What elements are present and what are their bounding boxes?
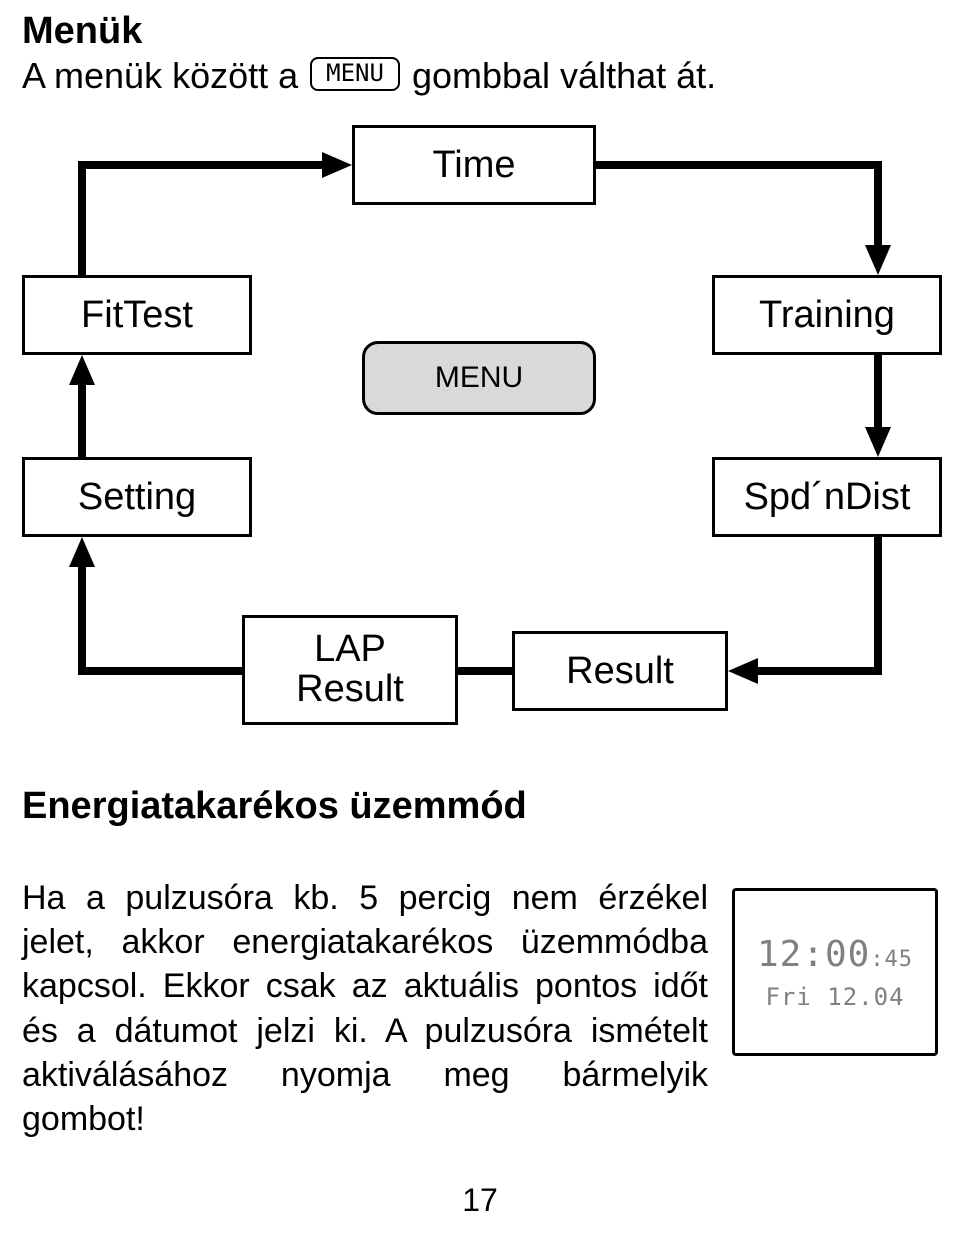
page-number: 17 [0, 1182, 960, 1219]
device-date: Fri 12.04 [765, 983, 904, 1011]
node-result: Result [512, 631, 728, 711]
node-time: Time [352, 125, 596, 205]
device-time-main: 12:00 [757, 934, 870, 975]
node-lap-result-label-bot: Result [296, 670, 404, 710]
device-screen: 12:00:45 Fri 12.04 [732, 888, 938, 1056]
device-time: 12:00:45 [757, 934, 913, 975]
node-lap-result-label-top: LAP [314, 630, 386, 670]
page: Menük A menük között a MENU gombbal vált… [0, 0, 960, 1233]
menu-flow-diagram: Time Training Spd´nDist Result LAP Resul… [22, 125, 938, 745]
diagram-connectors [22, 125, 938, 745]
device-time-sec: :45 [870, 947, 913, 972]
node-time-label: Time [432, 144, 515, 187]
node-spdndist-label: Spd´nDist [744, 476, 911, 519]
page-title: Menük [22, 10, 938, 53]
section2-body: Ha a pulzusóra kb. 5 percig nem érzékel … [22, 876, 708, 1141]
intro-line: A menük között a MENU gombbal válthat át… [22, 55, 938, 97]
node-setting: Setting [22, 457, 252, 537]
node-training-label: Training [759, 294, 895, 337]
node-fittest: FitTest [22, 275, 252, 355]
node-lap-result: LAP Result [242, 615, 458, 725]
node-fittest-label: FitTest [81, 294, 193, 337]
section2-row: Ha a pulzusóra kb. 5 percig nem érzékel … [22, 842, 938, 1175]
intro-text-before: A menük között a [22, 55, 298, 97]
menu-center-button: MENU [362, 341, 596, 415]
menu-button-inline: MENU [310, 57, 400, 91]
node-result-label: Result [566, 650, 674, 693]
node-spdndist: Spd´nDist [712, 457, 942, 537]
menu-center-button-label: MENU [435, 361, 523, 395]
section2-title: Energiatakarékos üzemmód [22, 785, 938, 828]
intro-text-after: gombbal válthat át. [412, 55, 716, 97]
node-setting-label: Setting [78, 476, 196, 519]
node-training: Training [712, 275, 942, 355]
